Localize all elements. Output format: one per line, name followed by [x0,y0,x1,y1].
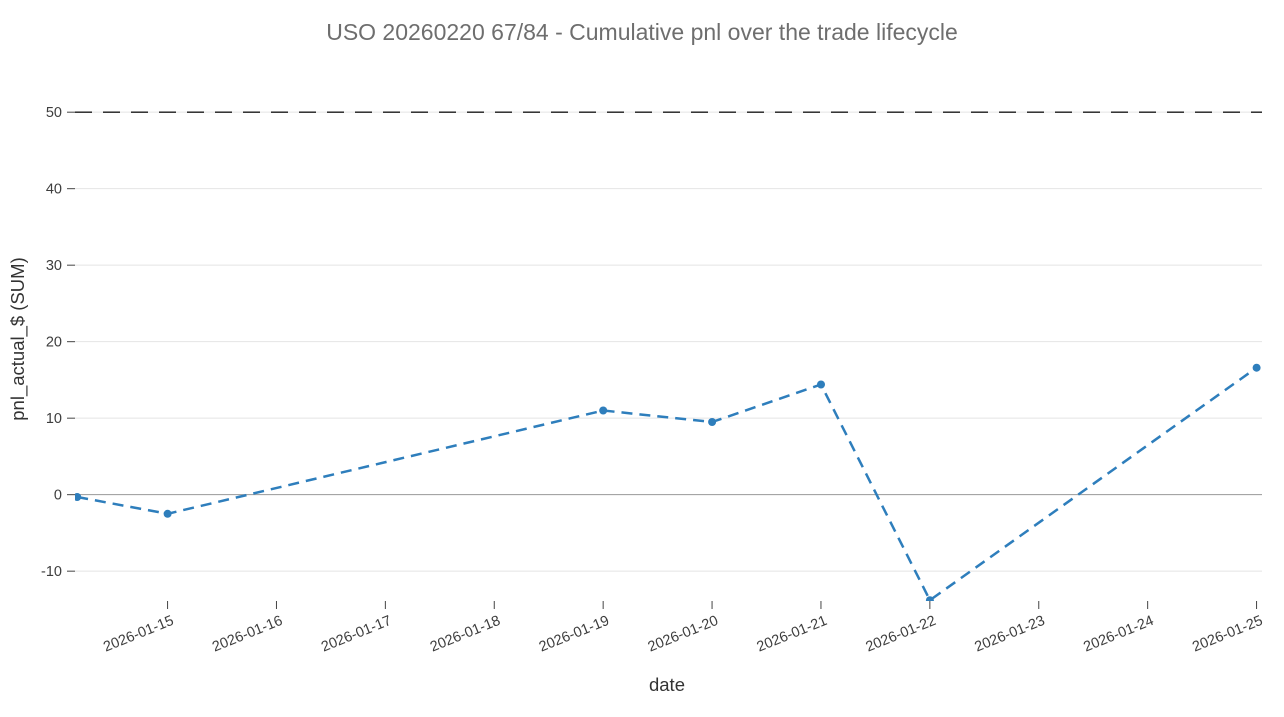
y-tick-label: 20 [46,335,62,351]
data-point-marker [925,596,934,601]
x-tick-label: 2026-01-15 [101,613,176,656]
data-point-marker [817,380,825,389]
x-tick-label: 2026-01-25 [1190,613,1265,656]
x-tick-label: 2026-01-19 [537,613,612,656]
data-point-marker [599,406,608,415]
chart-title: USO 20260220 67/84 - Cumulative pnl over… [326,19,958,45]
pnl-series-line [76,366,1258,601]
x-tick-label: 2026-01-22 [864,613,939,656]
y-tick-label: 10 [46,411,62,427]
x-tick-label: 2026-01-16 [210,613,285,656]
data-point-marker [75,493,82,501]
y-tick-label: 50 [46,105,62,121]
y-tick-label: -10 [41,564,62,580]
x-tick-label: 2026-01-18 [428,613,503,656]
x-axis-label: date [649,674,685,695]
x-tick-label: 2026-01-20 [646,613,721,656]
y-axis-label: pnl_actual_$ (SUM) [7,257,29,421]
data-point-marker [163,509,172,518]
y-tick-label: 40 [46,182,62,198]
plot-area: -10 0 10 20 30 40 50 2026-01-15 2026-01-16 2026-0… [41,105,1265,655]
y-tick-label: 0 [54,488,62,504]
x-tick-label: 2026-01-17 [319,613,394,656]
x-tick-label: 2026-01-21 [755,613,830,656]
data-point-marker [1252,363,1261,372]
data-point-marker [708,418,717,426]
y-tick-label: 30 [46,258,62,274]
x-tick-label: 2026-01-24 [1081,613,1156,656]
x-tick-label: 2026-01-23 [972,613,1047,656]
